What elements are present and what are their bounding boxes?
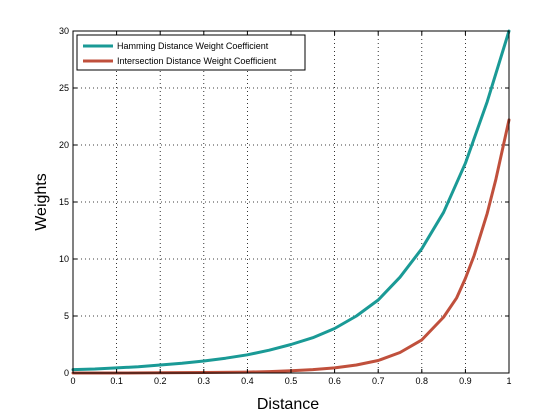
x-tick-label: 0.1 — [110, 376, 123, 386]
series-1-point — [181, 362, 183, 364]
x-tick-label: 0.4 — [241, 376, 254, 386]
legend-label-2: Intersection Distance Weight Coefficient — [117, 56, 277, 66]
series-line-2 — [71, 118, 511, 375]
x-tick-label: 0.3 — [198, 376, 211, 386]
x-tick-label: 0.9 — [459, 376, 472, 386]
series-1-point — [486, 101, 488, 103]
series-1-point — [137, 366, 139, 368]
y-tick-label: 30 — [59, 26, 69, 36]
series-2-point — [464, 277, 466, 279]
series-1-point — [203, 360, 205, 362]
y-tick-label: 25 — [59, 83, 69, 93]
x-tick-label: 0.6 — [328, 376, 341, 386]
series-2-point — [399, 352, 401, 353]
series-2-point — [312, 369, 314, 371]
y-tick-label: 0 — [64, 368, 69, 378]
series-1-point — [421, 248, 423, 250]
series-1-point — [268, 349, 270, 351]
x-tick-label: 0.2 — [154, 376, 167, 386]
legend: Hamming Distance Weight Coefficient Inter… — [76, 34, 306, 71]
series-1-point — [334, 328, 336, 329]
y-tick-label: 20 — [59, 140, 69, 150]
series-1-point — [94, 368, 96, 370]
y-tick-label: 5 — [64, 311, 69, 321]
axis-ticks: 0 0.1 0.2 0.3 0.4 0.5 0.6 0.7 0.8 0.9 105101520253… — [59, 26, 512, 386]
series-1-point — [399, 276, 401, 278]
grid — [73, 31, 509, 373]
series-2-point — [456, 297, 458, 299]
series-2-point — [355, 364, 357, 366]
series-2-point — [334, 367, 336, 369]
series-lines — [71, 29, 511, 375]
series-1-point — [159, 364, 161, 366]
series-1-point — [246, 354, 248, 356]
legend-label-1: Hamming Distance Weight Coefficient — [117, 41, 269, 51]
y-axis-label: Weights — [33, 173, 50, 231]
plot-background — [73, 31, 509, 373]
series-1-point — [225, 357, 227, 359]
series-2-point — [268, 371, 270, 373]
x-tick-label: 0.7 — [372, 376, 385, 386]
series-1-point — [464, 162, 466, 164]
series-1-point — [355, 315, 357, 317]
series-1-point — [377, 299, 379, 301]
series-2-point — [495, 178, 497, 180]
series-2-point — [443, 316, 445, 318]
series-1-point — [116, 367, 118, 369]
series-2-point — [473, 255, 475, 257]
y-tick-label: 15 — [59, 197, 69, 207]
legend-box — [76, 34, 306, 71]
x-tick-label: 1 — [506, 376, 511, 386]
series-1-point — [443, 211, 445, 213]
series-2-point — [377, 360, 379, 361]
series-1-point — [290, 344, 292, 345]
series-1-point — [312, 337, 314, 339]
x-axis-label: Distance — [257, 396, 319, 413]
x-tick-label: 0.5 — [285, 376, 298, 386]
x-tick-label: 0 — [70, 376, 75, 386]
x-tick-label: 0.8 — [416, 376, 429, 386]
series-2-point — [486, 212, 488, 214]
y-tick-label: 10 — [59, 254, 69, 264]
series-2-point — [421, 339, 423, 341]
